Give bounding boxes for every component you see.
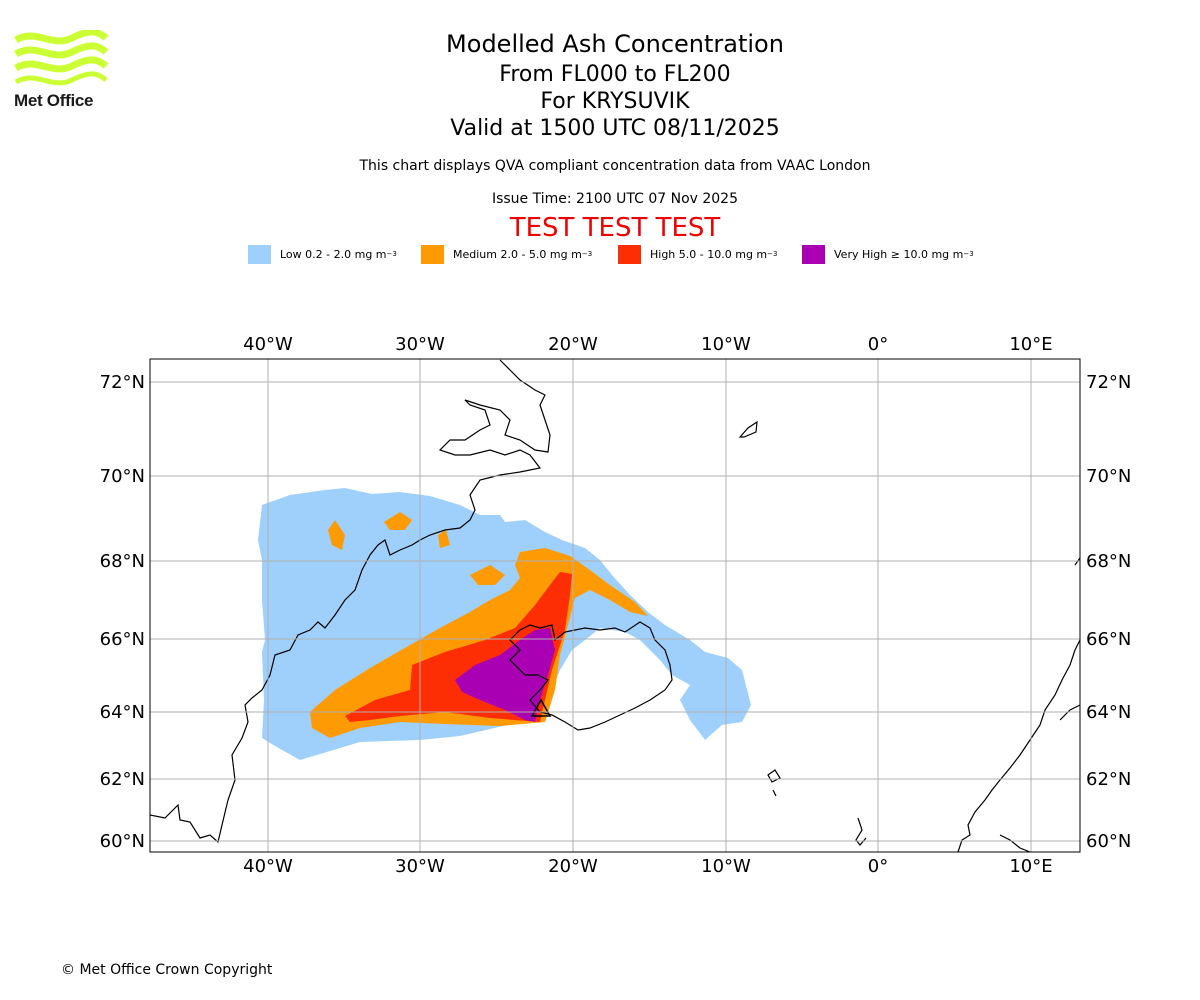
logo-text: Met Office <box>14 91 94 110</box>
ash-very-high-region <box>455 628 555 722</box>
legend-swatch-medium <box>421 244 444 264</box>
lon-label-bottom: 20°W <box>548 856 598 877</box>
lon-label-bottom: 0° <box>868 856 888 877</box>
lat-label-right: 68°N <box>1086 551 1131 572</box>
issue-time: Issue Time: 2100 UTC 07 Nov 2025 <box>491 191 739 207</box>
lat-label-left: 72°N <box>100 372 145 393</box>
legend-swatch-low <box>248 244 271 264</box>
legend-label-medium: Medium 2.0 - 5.0 mg m <box>453 247 582 261</box>
test-banner: TEST TEST TEST <box>509 213 721 243</box>
triangle-volcano-icon <box>530 698 552 717</box>
chart-description: This chart displays QVA compliant concen… <box>359 158 871 174</box>
ash-medium-patch <box>470 565 505 585</box>
legend-swatch-high <box>618 244 641 264</box>
ash-medium-patch <box>384 512 412 530</box>
lat-label-right: 60°N <box>1086 831 1131 852</box>
flight-levels: From FL000 to FL200 <box>499 62 731 87</box>
legend-sup-medium: −3 <box>581 250 593 258</box>
legend-label-high: High 5.0 - 10.0 mg m <box>650 247 768 261</box>
sweden-coast <box>1059 704 1080 721</box>
valid-time: Valid at 1500 UTC 08/11/2025 <box>450 116 780 141</box>
lat-label-right: 62°N <box>1086 769 1131 790</box>
legend-label-low: Low 0.2 - 2.0 mg m <box>280 247 387 261</box>
legend-sup-high: −3 <box>767 250 778 258</box>
lat-label-left: 70°N <box>100 466 145 487</box>
lon-label-bottom: 40°W <box>243 856 293 877</box>
volcano-name: For KRYSUVIK <box>540 89 690 114</box>
ash-medium-patch <box>328 520 345 550</box>
lon-label-top: 20°W <box>548 334 598 355</box>
lat-label-right: 66°N <box>1086 629 1131 650</box>
lon-label-bottom: 10°W <box>701 856 751 877</box>
ash-medium-patch <box>438 530 450 548</box>
legend-item-medium: Medium 2.0 - 5.0 mg m −3 <box>421 244 592 264</box>
legend-sup-low: −3 <box>386 250 397 258</box>
svalbard-coast <box>738 420 758 438</box>
lon-label-top: 10°E <box>1009 334 1052 355</box>
lon-label-top: 0° <box>868 334 888 355</box>
lat-label-left: 66°N <box>100 629 145 650</box>
lat-label-left: 60°N <box>100 831 145 852</box>
faroe-coast <box>767 769 781 797</box>
greenland-coast <box>150 359 551 844</box>
copyright: © Met Office Crown Copyright <box>61 962 273 978</box>
legend-item-very-high: Very High ≥ 10.0 mg m −3 <box>802 244 974 264</box>
shetland-coast <box>855 817 867 846</box>
lon-label-top: 30°W <box>395 334 445 355</box>
map-frame <box>149 358 1081 853</box>
lon-label-top: 40°W <box>243 334 293 355</box>
legend-item-low: Low 0.2 - 2.0 mg m −3 <box>248 244 397 264</box>
coastlines <box>150 359 1080 852</box>
chart-title: Modelled Ash Concentration <box>446 30 784 58</box>
lon-label-top: 10°W <box>701 334 751 355</box>
lat-label-left: 64°N <box>100 702 145 723</box>
met-office-wave-logo-icon <box>14 30 109 86</box>
norway-coast <box>957 639 1080 852</box>
lon-label-bottom: 10°E <box>1009 856 1052 877</box>
legend-item-high: High 5.0 - 10.0 mg m −3 <box>618 244 777 264</box>
lat-label-right: 70°N <box>1086 466 1131 487</box>
lon-label-bottom: 30°W <box>395 856 445 877</box>
legend-sup-very-high: −3 <box>963 250 974 258</box>
graticule <box>150 359 1080 852</box>
legend-swatch-very-high <box>802 244 825 264</box>
iceland-coast <box>509 621 673 731</box>
lat-label-left: 68°N <box>100 551 145 572</box>
norway-coast <box>999 834 1031 852</box>
lat-label-right: 72°N <box>1086 372 1131 393</box>
lat-label-left: 62°N <box>100 769 145 790</box>
lat-label-right: 64°N <box>1086 702 1131 723</box>
legend-label-very-high: Very High ≥ 10.0 mg m <box>834 247 964 261</box>
